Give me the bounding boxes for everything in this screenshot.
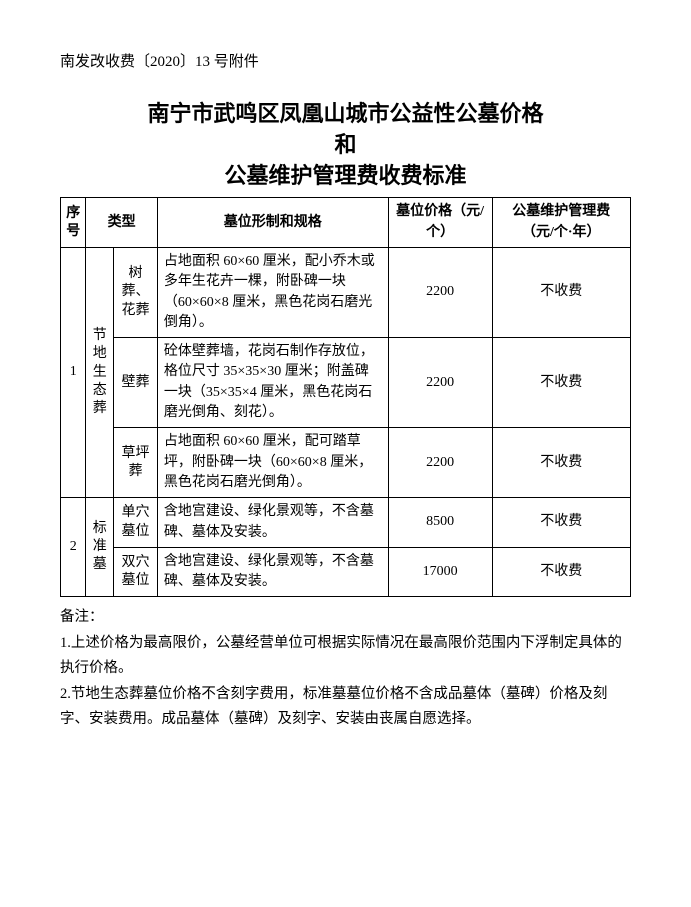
fee-cell: 不收费 xyxy=(492,547,630,597)
title-line-2: 和 xyxy=(60,130,631,161)
fee-cell: 不收费 xyxy=(492,498,630,548)
title-block: 南宁市武鸣区凤凰山城市公益性公墓价格 和 公墓维护管理费收费标准 xyxy=(60,99,631,191)
category-name-cell: 节地生态葬 xyxy=(86,247,114,497)
header-spec: 墓位形制和规格 xyxy=(157,198,388,248)
seq-cell: 1 xyxy=(61,247,86,497)
spec-cell: 含地宫建设、绿化景观等，不含墓碑、墓体及安装。 xyxy=(157,547,388,597)
table-row: 双穴墓位 含地宫建设、绿化景观等，不含墓碑、墓体及安装。 17000 不收费 xyxy=(61,547,631,597)
table-row: 1 节地生态葬 树葬、花葬 占地面积 60×60 厘米，配小乔木或多年生花卉一棵… xyxy=(61,247,631,337)
table-row: 草坪葬 占地面积 60×60 厘米，配可踏草坪，附卧碑一块（60×60×8 厘米… xyxy=(61,428,631,498)
notes-block: 备注： 1.上述价格为最高限价，公墓经营单位可根据实际情况在最高限价范围内下浮制… xyxy=(60,605,631,732)
price-cell: 17000 xyxy=(388,547,492,597)
title-line-1: 南宁市武鸣区凤凰山城市公益性公墓价格 xyxy=(60,99,631,130)
header-fee: 公墓维护管理费（元/个·年） xyxy=(492,198,630,248)
table-header-row: 序号 类型 墓位形制和规格 墓位价格（元/个） 公墓维护管理费（元/个·年） xyxy=(61,198,631,248)
subtype-name-cell: 双穴墓位 xyxy=(114,547,158,597)
header-type: 类型 xyxy=(86,198,158,248)
subtype-name-cell: 草坪葬 xyxy=(114,428,158,498)
header-seq: 序号 xyxy=(61,198,86,248)
category-name-cell: 标准墓 xyxy=(86,498,114,597)
price-cell: 2200 xyxy=(388,338,492,428)
fee-cell: 不收费 xyxy=(492,247,630,337)
subtype-name-cell: 单穴墓位 xyxy=(114,498,158,548)
subtype-name-cell: 壁葬 xyxy=(114,338,158,428)
spec-cell: 占地面积 60×60 厘米，配小乔木或多年生花卉一棵，附卧碑一块（60×60×8… xyxy=(157,247,388,337)
title-line-3: 公墓维护管理费收费标准 xyxy=(60,161,631,192)
table-row: 壁葬 砼体壁葬墙，花岗石制作存放位，格位尺寸 35×35×30 厘米；附盖碑一块… xyxy=(61,338,631,428)
notes-heading: 备注： xyxy=(60,605,631,630)
table-row: 2 标准墓 单穴墓位 含地宫建设、绿化景观等，不含墓碑、墓体及安装。 8500 … xyxy=(61,498,631,548)
document-reference: 南发改收费〔2020〕13 号附件 xyxy=(60,50,631,71)
spec-cell: 占地面积 60×60 厘米，配可踏草坪，附卧碑一块（60×60×8 厘米，黑色花… xyxy=(157,428,388,498)
spec-cell: 砼体壁葬墙，花岗石制作存放位，格位尺寸 35×35×30 厘米；附盖碑一块（35… xyxy=(157,338,388,428)
note-item: 2.节地生态葬墓位价格不含刻字费用，标准墓墓位价格不含成品墓体（墓碑）价格及刻字… xyxy=(60,682,631,733)
fee-cell: 不收费 xyxy=(492,428,630,498)
spec-cell: 含地宫建设、绿化景观等，不含墓碑、墓体及安装。 xyxy=(157,498,388,548)
pricing-table: 序号 类型 墓位形制和规格 墓位价格（元/个） 公墓维护管理费（元/个·年） 1… xyxy=(60,197,631,597)
subtype-name-cell: 树葬、花葬 xyxy=(114,247,158,337)
note-item: 1.上述价格为最高限价，公墓经营单位可根据实际情况在最高限价范围内下浮制定具体的… xyxy=(60,631,631,682)
seq-cell: 2 xyxy=(61,498,86,597)
price-cell: 2200 xyxy=(388,247,492,337)
price-cell: 2200 xyxy=(388,428,492,498)
fee-cell: 不收费 xyxy=(492,338,630,428)
header-price: 墓位价格（元/个） xyxy=(388,198,492,248)
price-cell: 8500 xyxy=(388,498,492,548)
